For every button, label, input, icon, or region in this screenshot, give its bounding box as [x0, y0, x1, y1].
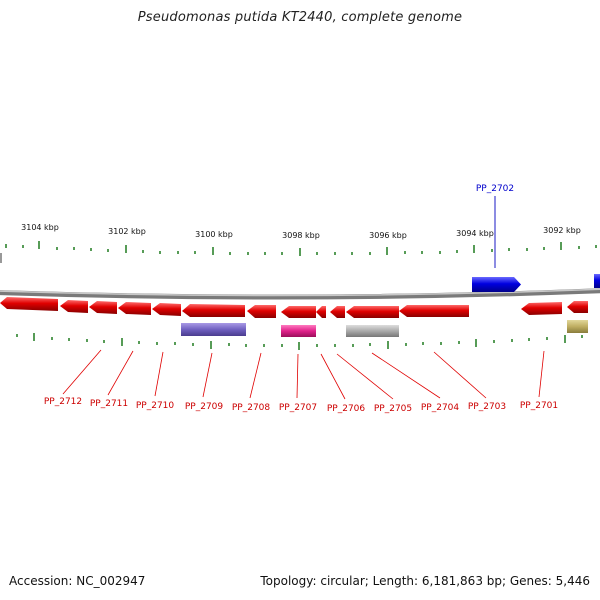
- gene-arrow-pp2712[interactable]: [0, 297, 58, 311]
- leader-line-pp2701: [538, 350, 545, 398]
- gene-arrow-pp2701[interactable]: [521, 302, 562, 315]
- scale-label: 3096 kbp: [369, 231, 407, 240]
- scale-labels: 3104 kbp 3102 kbp 3100 kbp 3098 kbp 3096…: [21, 223, 581, 240]
- gene-arrow-pp2704[interactable]: [346, 306, 399, 318]
- scale-label: 3094 kbp: [456, 229, 494, 238]
- gene-label[interactable]: PP_2703: [468, 402, 506, 412]
- scale-label: 3098 kbp: [282, 231, 320, 240]
- feature-block-gray[interactable]: [346, 325, 399, 337]
- gene-arrow-pp2710[interactable]: [89, 301, 117, 314]
- scale-label: 3092 kbp: [543, 226, 581, 235]
- leader-line-pp2708: [249, 352, 262, 399]
- genome-backbone-highlight: [0, 288, 600, 297]
- gene-label-forward[interactable]: PP_2702: [476, 184, 514, 194]
- gene-label[interactable]: PP_2704: [421, 403, 460, 413]
- gene-arrow-pp2707[interactable]: [247, 305, 276, 318]
- gene-label[interactable]: PP_2709: [185, 402, 224, 412]
- leader-line-pp2706: [320, 353, 346, 400]
- gene-arrow-pp2708[interactable]: [182, 304, 245, 317]
- gene-arrow-pp2711[interactable]: [60, 300, 88, 313]
- gene-label[interactable]: PP_2711: [90, 399, 128, 409]
- leader-line-pp2703: [433, 351, 487, 399]
- feature-track: [181, 320, 588, 337]
- feature-block-purple[interactable]: [181, 323, 246, 336]
- reverse-strand: [0, 297, 588, 318]
- gene-arrow-pp2709b[interactable]: [152, 303, 181, 316]
- gene-arrow-pp2706[interactable]: [281, 306, 316, 318]
- gene-arrow-pp2703[interactable]: [399, 305, 469, 317]
- scale-label: 3102 kbp: [108, 227, 146, 236]
- scale-label: 3100 kbp: [195, 230, 233, 239]
- gene-label[interactable]: PP_2710: [136, 401, 175, 411]
- genome-summary: Topology: circular; Length: 6,181,863 bp…: [260, 574, 590, 588]
- scale-label: 3104 kbp: [21, 223, 59, 232]
- gene-arrow-pp2705b[interactable]: [330, 306, 345, 318]
- gene-label[interactable]: PP_2707: [279, 403, 317, 413]
- leader-line-pp2710: [154, 351, 164, 397]
- leader-line-pp2704: [371, 352, 441, 399]
- leader-line-pp2709: [202, 352, 213, 398]
- gene-arrow-pp2702[interactable]: [472, 277, 521, 292]
- gene-arrow-edge-reverse[interactable]: [567, 301, 588, 313]
- gene-label[interactable]: PP_2706: [327, 404, 366, 414]
- inner-tick-row: [16, 333, 583, 350]
- outer-tick-row: [5, 241, 597, 256]
- gene-label[interactable]: PP_2708: [232, 403, 271, 413]
- accession-info: Accession: NC_002947: [9, 574, 146, 588]
- gene-label[interactable]: PP_2705: [374, 404, 412, 414]
- genome-backbone: [0, 288, 600, 300]
- gene-arrow-pp2709a[interactable]: [118, 302, 151, 315]
- gene-arrow-edge-forward[interactable]: [594, 274, 600, 288]
- leader-line-pp2705: [336, 353, 394, 400]
- feature-block-olive[interactable]: [567, 320, 588, 333]
- leader-line-pp2712: [62, 349, 102, 395]
- gene-label[interactable]: PP_2701: [520, 401, 558, 411]
- leader-line-pp2711: [107, 350, 134, 396]
- leader-lines: [62, 349, 545, 400]
- edge-feature: [0, 253, 2, 263]
- leader-line-pp2707: [296, 353, 299, 399]
- gene-labels: PP_2712 PP_2711 PP_2710 PP_2709 PP_2708 …: [44, 397, 558, 414]
- genome-title: Pseudomonas putida KT2440, complete geno…: [137, 10, 463, 25]
- forward-strand: [472, 274, 600, 292]
- feature-block-magenta[interactable]: [281, 325, 316, 337]
- gene-label[interactable]: PP_2712: [44, 397, 82, 407]
- gene-arrow-pp2705[interactable]: [316, 306, 326, 318]
